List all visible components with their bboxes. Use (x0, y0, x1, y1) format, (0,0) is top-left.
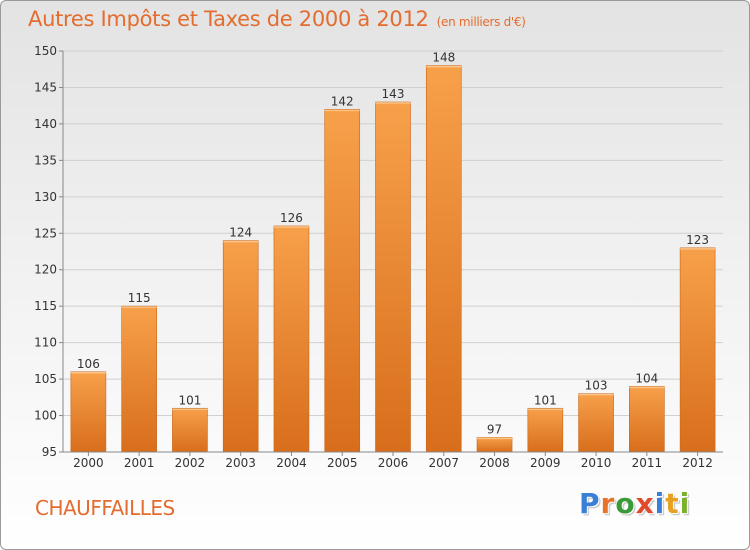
x-tick-label-2009: 2009 (530, 456, 561, 470)
logo-letter: x (635, 487, 655, 520)
bar-2011 (629, 386, 665, 453)
y-tick-label: 125 (34, 226, 57, 240)
value-label-2003: 124 (229, 226, 252, 240)
x-tick-label-2003: 2003 (225, 456, 256, 470)
chart-title-text: Autres Impôts et Taxes de 2000 à 2012 (28, 7, 429, 31)
x-tick-label-2011: 2011 (632, 456, 663, 470)
logo-letter: r (600, 487, 616, 520)
value-label-2007: 148 (432, 51, 455, 65)
x-tick-label-2005: 2005 (327, 456, 358, 470)
y-tick-label: 110 (34, 336, 57, 350)
bar-2004 (273, 225, 310, 453)
bars (70, 65, 716, 453)
x-tick-label-2004: 2004 (276, 456, 307, 470)
y-tick-label: 135 (34, 153, 57, 167)
axes: 95 100 105 110 115 120 125 130 135 140 145 150 2000 2… (34, 44, 723, 470)
x-tick-label-2012: 2012 (682, 456, 713, 470)
value-label-2010: 103 (585, 379, 608, 393)
bar-2003 (222, 240, 259, 453)
bar-2012 (679, 247, 716, 453)
y-tick-label: 140 (34, 117, 57, 131)
logo-letter: t (665, 487, 680, 520)
y-tick-label: 145 (34, 80, 57, 94)
bar-2001 (121, 305, 157, 453)
logo-letter: o (615, 487, 636, 520)
value-label-2006: 143 (382, 87, 405, 101)
data-labels: 106 115 101 124 126 142 143 148 97 101 103 104 123 (77, 51, 709, 437)
x-tick-label-2008: 2008 (479, 456, 510, 470)
x-tick-label-2000: 2000 (73, 456, 104, 470)
location-label: CHAUFFAILLES (35, 496, 175, 520)
value-label-2001: 115 (128, 291, 151, 305)
value-label-2011: 104 (635, 371, 658, 385)
chart-title: Autres Impôts et Taxes de 2000 à 2012 (en… (28, 7, 526, 31)
bar-2010 (578, 393, 614, 453)
logo-letter: i (654, 487, 666, 520)
x-tick-label-2002: 2002 (175, 456, 206, 470)
logo-letter: i (679, 487, 691, 520)
proxiti-logo: Proxiti (579, 487, 690, 520)
y-tick-label: 100 (34, 409, 57, 423)
bar-2008 (476, 437, 513, 453)
chart-unit: (en milliers d'€) (436, 15, 526, 29)
y-tick-label: 130 (34, 190, 57, 204)
logo-letter: P (579, 487, 601, 520)
y-tick-label: 105 (34, 372, 57, 386)
bar-2007 (425, 65, 462, 453)
bar-2009 (527, 407, 564, 453)
bar-2000 (70, 371, 107, 453)
x-tick-label-2010: 2010 (581, 456, 612, 470)
y-tick-label: 95 (42, 445, 57, 459)
x-tick-label-2007: 2007 (428, 456, 459, 470)
value-label-2005: 142 (331, 94, 354, 108)
y-tick-label: 120 (34, 263, 57, 277)
y-tick-label: 115 (34, 299, 57, 313)
y-tick-label: 150 (34, 44, 57, 58)
bar-2005 (324, 109, 361, 453)
x-tick-label-2006: 2006 (378, 456, 409, 470)
value-label-2008: 97 (487, 422, 502, 436)
x-tick-label-2001: 2001 (124, 456, 155, 470)
value-label-2002: 101 (178, 393, 201, 407)
bar-2006 (375, 101, 411, 453)
value-label-2004: 126 (280, 211, 303, 225)
value-label-2009: 101 (534, 393, 557, 407)
bar-2002 (172, 407, 208, 453)
value-label-2000: 106 (77, 357, 100, 371)
value-label-2012: 123 (686, 233, 709, 247)
